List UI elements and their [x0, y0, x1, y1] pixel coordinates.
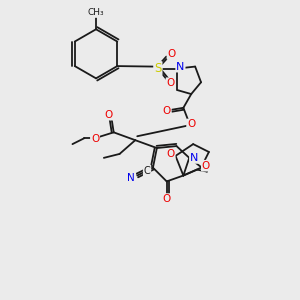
Text: S: S	[154, 62, 161, 75]
Text: O: O	[167, 149, 175, 159]
Text: CH₃: CH₃	[88, 8, 104, 17]
Text: O: O	[187, 119, 195, 130]
Text: O: O	[91, 134, 99, 144]
Text: N: N	[190, 153, 198, 163]
Text: N: N	[128, 173, 135, 184]
Text: C: C	[144, 166, 150, 176]
Text: N: N	[176, 61, 184, 72]
Text: O: O	[105, 110, 113, 120]
Text: O: O	[167, 49, 176, 59]
Text: O: O	[202, 161, 210, 171]
Text: O: O	[167, 78, 175, 88]
Text: O: O	[163, 106, 171, 116]
Text: O: O	[163, 194, 171, 204]
